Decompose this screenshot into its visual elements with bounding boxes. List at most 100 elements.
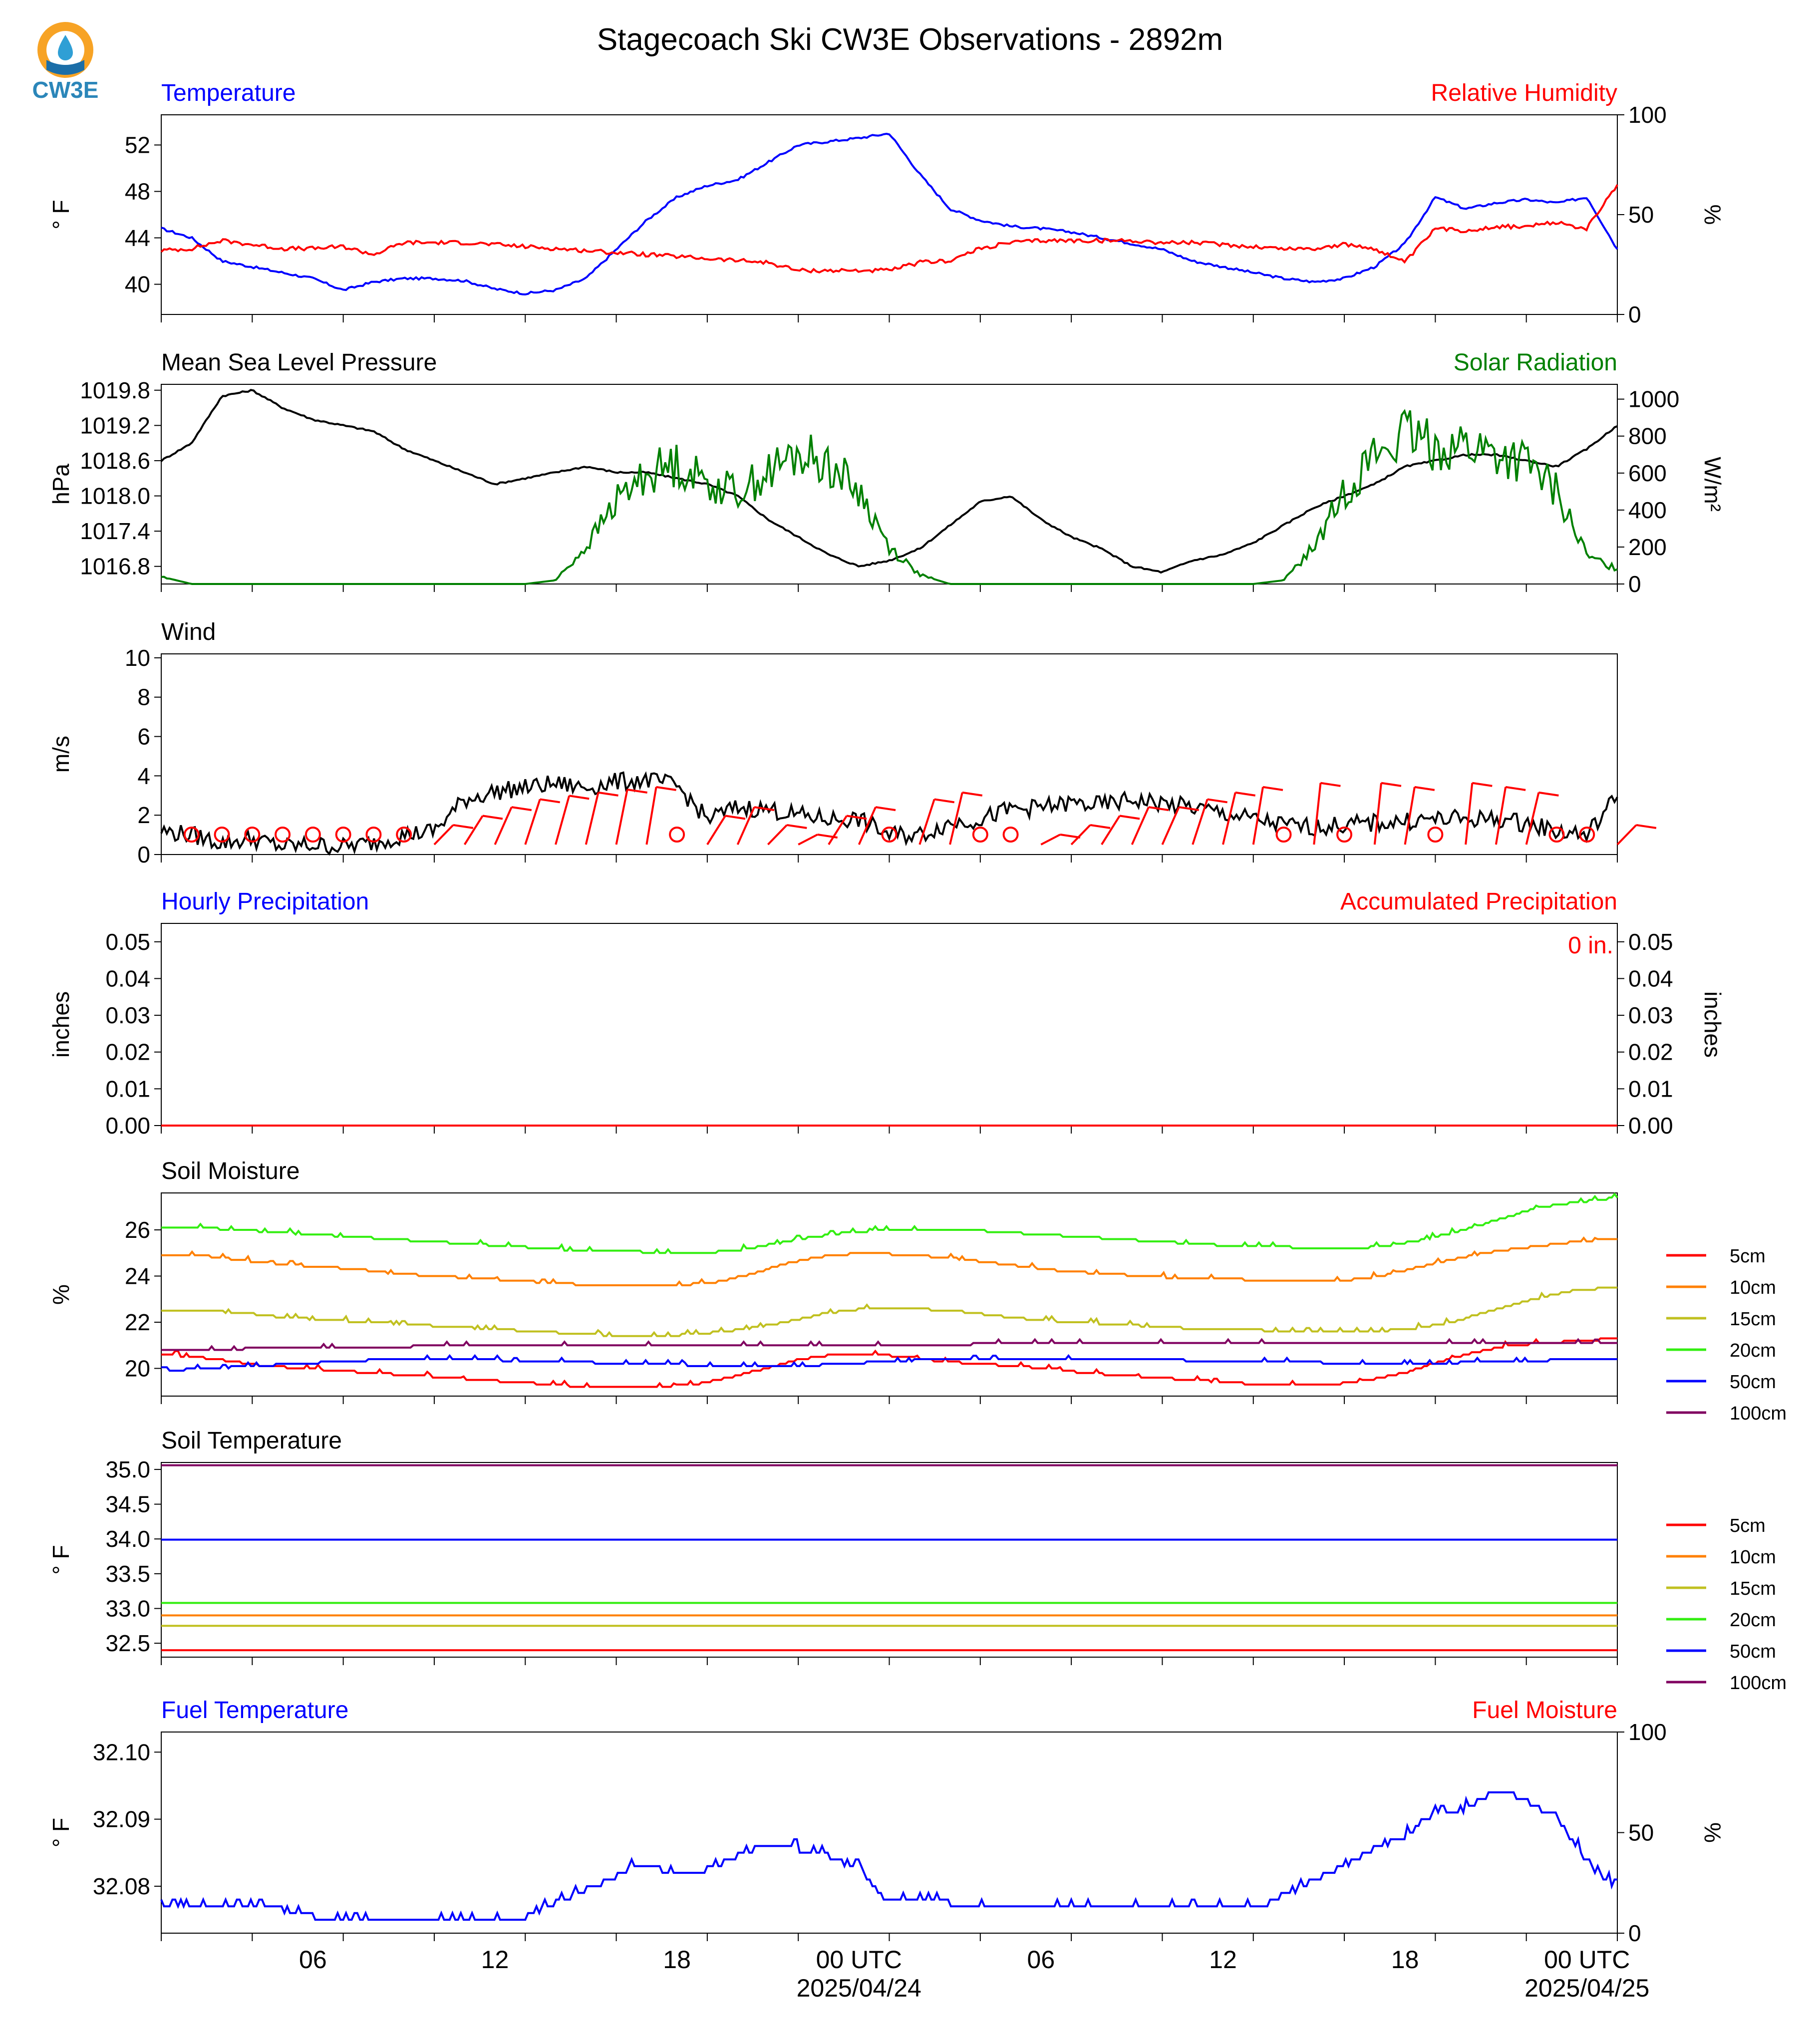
wind-barb-staff	[433, 824, 454, 846]
x-date-label: 2025/04/24	[797, 1974, 921, 2002]
wind-calm-circle	[972, 827, 988, 843]
wind-barb-flag	[1119, 815, 1140, 820]
left-axis-label: m/s	[48, 736, 74, 773]
wind-barb-staff	[736, 807, 755, 845]
left-tick-label: 52	[125, 132, 150, 158]
panel-left-title: Fuel Temperature	[161, 1697, 348, 1724]
x-tick-label: 00 UTC	[1544, 1946, 1630, 1974]
left-tick-label: 32.10	[93, 1739, 150, 1765]
wind-barb-flag	[754, 806, 775, 811]
cw3e-logo: CW3E	[32, 22, 99, 103]
left-tick-label: 0.03	[105, 1002, 150, 1028]
wind-barb-staff	[494, 807, 513, 845]
wind-calm-circle	[365, 827, 382, 843]
wind-barbs	[183, 782, 1657, 846]
wind-barb-flag	[453, 824, 474, 829]
wind-barb-staff	[767, 824, 788, 846]
left-tick-label: 1018.0	[80, 483, 150, 509]
right-tick-label: 50	[1628, 1820, 1654, 1846]
left-tick-label: 26	[125, 1217, 150, 1243]
wind-barb-staff	[585, 792, 600, 845]
right-tick-label: 600	[1628, 460, 1667, 486]
wind-barb-flag	[787, 824, 807, 829]
wind-calm-circle	[1427, 827, 1444, 843]
left-tick-label: 33.0	[105, 1596, 150, 1622]
wind-calm-circle	[183, 827, 200, 843]
wind-barb-flag	[875, 806, 896, 811]
legend-entry: 10cm	[1730, 1547, 1776, 1568]
wind-calm-circle	[304, 827, 321, 843]
legend-entry: 100cm	[1730, 1673, 1787, 1694]
wind-barb-flag	[1148, 806, 1169, 811]
panel-left-title: Mean Sea Level Pressure	[161, 349, 437, 376]
series-10cm	[161, 1236, 1617, 1286]
panel-frame	[161, 1732, 1618, 1934]
panel-right-title: Relative Humidity	[1431, 80, 1617, 106]
left-tick-label: 32.5	[105, 1630, 150, 1656]
panel-3: Wind 10 8 6 4 2 0 m/s	[48, 619, 1618, 868]
right-tick-label: 0.01	[1628, 1076, 1673, 1102]
x-tick-label: 12	[481, 1946, 509, 1974]
right-tick-label: 1000	[1628, 386, 1679, 412]
wind-barb-flag	[962, 791, 983, 797]
wind-calm-circle	[1336, 827, 1353, 843]
wind-barb-flag	[569, 795, 590, 800]
right-axis-label: inches	[1700, 991, 1726, 1058]
wind-barb-staff	[1404, 787, 1416, 845]
wind-barb-staff	[1465, 783, 1474, 845]
right-tick-label: 0.04	[1628, 965, 1673, 991]
series-50cm	[161, 1354, 1617, 1372]
left-axis-label: %	[48, 1284, 74, 1305]
left-tick-label: 10	[125, 645, 150, 671]
wind-barb-staff	[1040, 834, 1061, 846]
panel-frame	[161, 923, 1618, 1126]
wind-barb-flag	[1414, 786, 1435, 791]
x-date-label: 2025/04/25	[1524, 1974, 1649, 2002]
wind-barb-staff	[524, 799, 541, 845]
panel-7: Fuel Temperature Fuel Moisture 32.10 32.09 3…	[48, 1697, 1726, 1946]
wind-barb-flag	[627, 788, 647, 794]
x-tick-label: 12	[1209, 1946, 1237, 1974]
wind-barb-staff	[798, 834, 818, 846]
series-wind-speed	[160, 771, 1618, 856]
left-tick-label: 48	[125, 178, 150, 204]
series-temperature	[161, 132, 1618, 295]
wind-barb-flag	[1381, 782, 1402, 787]
right-tick-label: 0	[1628, 301, 1641, 327]
legend-entry: 5cm	[1730, 1246, 1766, 1267]
wind-calm-circle	[244, 827, 261, 843]
panel-frame	[161, 1192, 1618, 1397]
figure-title: Stagecoach Ski CW3E Observations - 2892m	[597, 22, 1223, 57]
right-axis-label: W/m²	[1700, 457, 1726, 512]
left-tick-label: 24	[125, 1263, 150, 1289]
panel-left-title: Soil Temperature	[161, 1428, 342, 1454]
left-tick-label: 1017.4	[80, 518, 150, 544]
right-tick-label: 800	[1628, 423, 1667, 449]
right-tick-label: 100	[1628, 102, 1667, 128]
panel-4: Hourly Precipitation Accumulated Precipit…	[48, 888, 1726, 1139]
panel-5: Soil Moisture 26 24 22 20% 5cm 10cm 15cm 20cm 50c…	[48, 1158, 1787, 1424]
wind-barb-flag	[511, 806, 532, 811]
left-tick-label: 0.01	[105, 1076, 150, 1102]
wind-barb-flag	[1472, 782, 1493, 787]
wind-barb-staff	[1222, 792, 1236, 845]
wind-barb-staff	[1495, 787, 1507, 845]
wind-barb-staff	[615, 789, 628, 845]
wind-barb-staff	[949, 792, 963, 845]
legend-entry: 5cm	[1730, 1515, 1766, 1536]
wind-barb-flag	[1636, 824, 1657, 829]
x-tick-label: 18	[663, 1946, 691, 1974]
logo-text: CW3E	[32, 77, 99, 103]
wind-barb-flag	[1262, 786, 1283, 791]
panel-1: Temperature Relative Humidity 52 48 44 40 100 5…	[48, 80, 1726, 327]
wind-barb-staff	[828, 815, 848, 846]
panel-6: Soil Temperature 35.0 34.5 34.0 33.5 33.0 32.5…	[48, 1428, 1787, 1694]
wind-calm-circle	[335, 827, 351, 843]
legend-entry: 10cm	[1730, 1277, 1776, 1298]
left-tick-label: 44	[125, 225, 150, 251]
wind-calm-circle	[214, 827, 230, 843]
accumulated-precip-value: 0 in.	[1568, 932, 1613, 959]
wind-barb-staff	[1313, 783, 1322, 845]
wind-calm-circle	[396, 827, 412, 843]
wind-calm-circle	[1275, 827, 1292, 843]
